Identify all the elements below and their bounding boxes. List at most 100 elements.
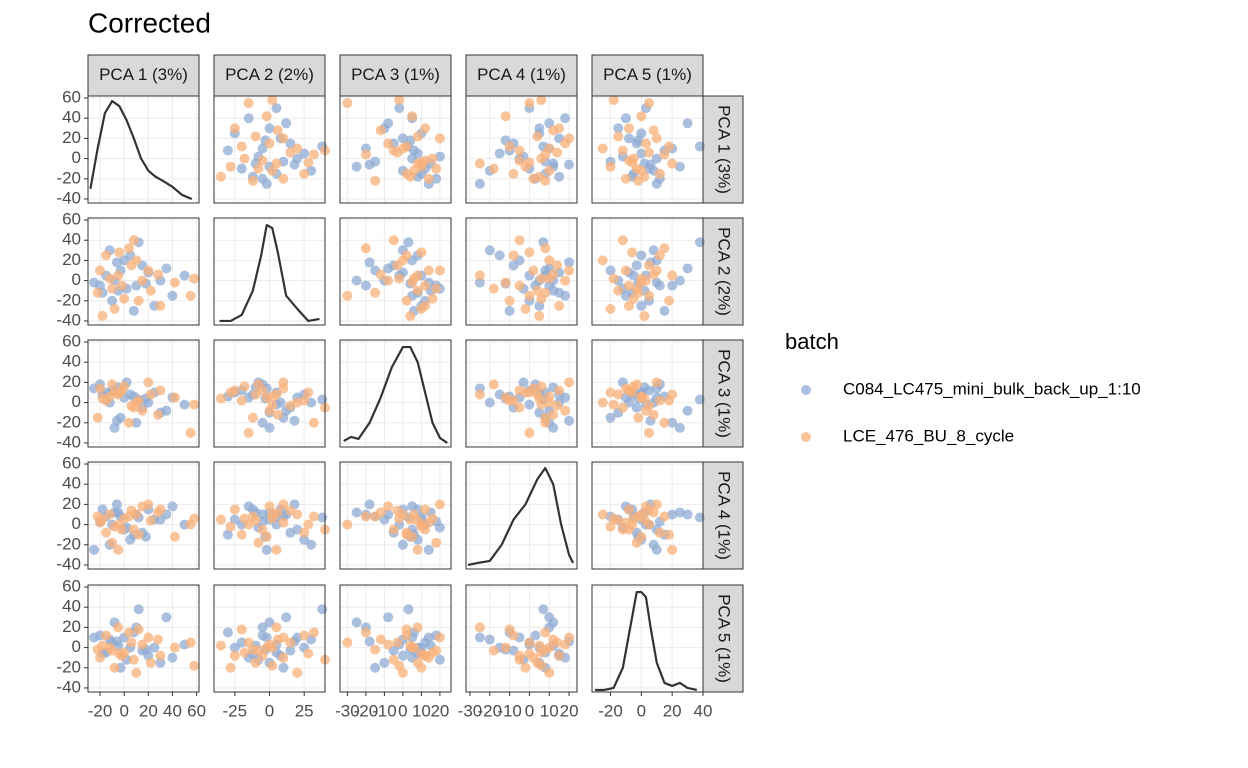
y-tick-label: -20 bbox=[56, 412, 81, 431]
point bbox=[351, 507, 362, 518]
point bbox=[128, 654, 139, 665]
point bbox=[229, 123, 240, 134]
y-tick-label: -40 bbox=[56, 677, 81, 696]
point bbox=[272, 125, 283, 136]
point bbox=[169, 642, 180, 653]
panel bbox=[87, 461, 200, 570]
point bbox=[360, 627, 371, 638]
point bbox=[128, 402, 139, 413]
y-tick-label: 60 bbox=[62, 577, 81, 596]
point bbox=[257, 143, 268, 154]
point bbox=[608, 95, 619, 106]
point bbox=[674, 275, 685, 286]
point bbox=[514, 145, 525, 156]
point bbox=[351, 275, 362, 286]
point bbox=[651, 499, 662, 510]
point bbox=[423, 544, 434, 555]
legend-swatch bbox=[801, 432, 811, 442]
point bbox=[633, 287, 644, 298]
point bbox=[524, 290, 535, 301]
point bbox=[145, 285, 156, 296]
point bbox=[554, 123, 565, 134]
y-tick-label: 20 bbox=[62, 372, 81, 391]
point bbox=[267, 660, 278, 671]
point bbox=[627, 157, 638, 168]
y-tick-label: 40 bbox=[62, 597, 81, 616]
point bbox=[605, 303, 616, 314]
point bbox=[271, 158, 282, 169]
panel bbox=[87, 584, 200, 693]
point bbox=[253, 379, 264, 390]
point bbox=[431, 537, 442, 548]
y-tick-label: 60 bbox=[62, 210, 81, 229]
point bbox=[405, 310, 416, 321]
point bbox=[548, 409, 559, 420]
panel-border bbox=[87, 339, 200, 448]
point bbox=[292, 667, 303, 678]
point bbox=[101, 250, 112, 261]
point bbox=[92, 412, 103, 423]
point bbox=[540, 412, 551, 423]
point bbox=[560, 275, 571, 286]
point bbox=[351, 617, 362, 628]
point bbox=[401, 529, 412, 540]
column-strip bbox=[213, 54, 326, 97]
point bbox=[627, 387, 638, 398]
point bbox=[420, 504, 431, 515]
panel-border bbox=[339, 339, 452, 448]
point bbox=[104, 509, 115, 520]
point bbox=[267, 513, 278, 524]
point bbox=[633, 511, 644, 522]
point bbox=[617, 524, 628, 535]
point bbox=[613, 131, 624, 142]
point bbox=[484, 397, 495, 408]
point bbox=[694, 237, 705, 248]
point bbox=[92, 644, 103, 655]
panel-border bbox=[213, 95, 326, 204]
point bbox=[644, 427, 655, 438]
point bbox=[143, 632, 154, 643]
panel bbox=[591, 584, 704, 693]
point bbox=[405, 171, 416, 182]
panel-border bbox=[339, 95, 452, 204]
point bbox=[229, 385, 240, 396]
point bbox=[89, 277, 100, 288]
point bbox=[285, 645, 296, 656]
point bbox=[524, 387, 535, 398]
point bbox=[397, 539, 408, 550]
density-line bbox=[89, 99, 193, 200]
point bbox=[420, 300, 431, 311]
point bbox=[552, 147, 563, 158]
point bbox=[403, 604, 414, 615]
point bbox=[169, 531, 180, 542]
point bbox=[292, 143, 303, 154]
point bbox=[383, 639, 394, 650]
point bbox=[143, 265, 154, 276]
point bbox=[342, 98, 353, 109]
point bbox=[694, 512, 705, 523]
point bbox=[605, 521, 616, 532]
point bbox=[342, 290, 353, 301]
point bbox=[640, 138, 651, 149]
y-tick-label: 20 bbox=[62, 128, 81, 147]
point bbox=[664, 295, 675, 306]
point bbox=[161, 263, 172, 274]
panel bbox=[213, 339, 330, 448]
panel bbox=[465, 461, 578, 570]
point bbox=[694, 141, 705, 152]
x-tick-label: -30 bbox=[458, 701, 483, 720]
point bbox=[405, 514, 416, 525]
y-tick-label: 0 bbox=[72, 270, 81, 289]
point bbox=[111, 415, 122, 426]
point bbox=[564, 415, 575, 426]
point bbox=[532, 285, 543, 296]
point bbox=[104, 273, 115, 284]
point bbox=[514, 280, 525, 291]
panel bbox=[591, 217, 705, 326]
point bbox=[299, 527, 310, 538]
x-tick-label: 20 bbox=[663, 701, 682, 720]
x-tick-label: -10 bbox=[372, 701, 397, 720]
point bbox=[271, 544, 282, 555]
point bbox=[89, 632, 100, 643]
point bbox=[552, 400, 563, 411]
